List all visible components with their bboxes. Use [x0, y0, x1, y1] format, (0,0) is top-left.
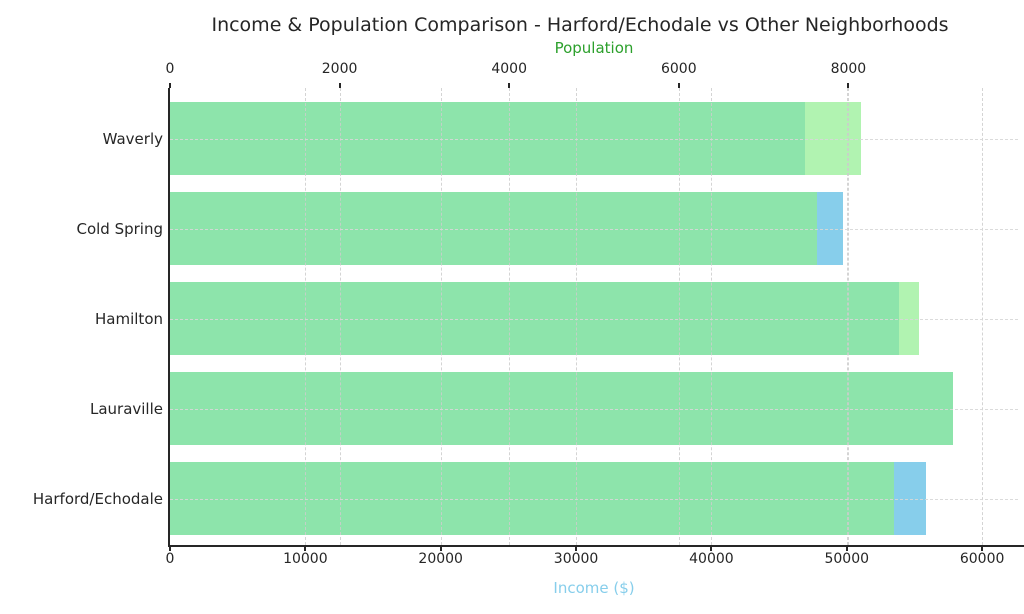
gridline-horizontal: [170, 318, 1018, 320]
top-tick-mark: [847, 83, 850, 88]
bottom-tick-mark: [710, 546, 713, 551]
gridline-vertical: [509, 88, 511, 545]
top-tick-label: 6000: [660, 61, 697, 77]
bottom-tick-mark: [169, 546, 171, 551]
gridline-vertical: [678, 88, 680, 545]
gridline-vertical: [846, 88, 848, 545]
gridline-vertical: [339, 88, 341, 545]
bottom-axis-label-income: Income ($): [553, 579, 635, 597]
top-tick-mark: [677, 83, 680, 88]
bottom-tick-label: 30000: [553, 551, 599, 567]
category-label: Waverly: [102, 129, 163, 148]
top-tick-label: 0: [165, 61, 175, 77]
bottom-tick-mark: [845, 546, 848, 551]
bottom-tick-label: 0: [165, 551, 175, 567]
left-spine: [168, 88, 170, 547]
gridline-vertical: [982, 88, 984, 545]
plot-area: [170, 88, 1018, 545]
gridline-vertical: [576, 88, 578, 545]
bottom-tick-mark: [575, 546, 578, 551]
bottom-tick-label: 50000: [824, 551, 870, 567]
gridline-horizontal: [170, 498, 1018, 500]
top-tick-label: 8000: [830, 61, 867, 77]
category-label: Harford/Echodale: [32, 489, 163, 508]
top-axis-label-population: Population: [554, 39, 634, 57]
bottom-tick-label: 20000: [418, 551, 463, 567]
gridline-vertical: [848, 88, 850, 545]
bottom-tick-mark: [304, 546, 307, 551]
category-label: Hamilton: [95, 309, 163, 328]
bottom-tick-label: 10000: [283, 551, 328, 567]
gridline-horizontal: [170, 408, 1018, 410]
top-tick-mark: [508, 83, 511, 88]
bottom-tick-label: 60000: [959, 551, 1005, 567]
bottom-tick-mark: [439, 546, 442, 551]
top-tick-mark: [169, 83, 171, 88]
bottom-spine: [168, 545, 1024, 547]
chart-title: Income & Population Comparison - Harford…: [211, 14, 949, 36]
top-tick-label: 4000: [491, 61, 528, 77]
top-tick-label: 2000: [321, 61, 358, 77]
bottom-tick-mark: [981, 546, 984, 551]
category-label: Cold Spring: [76, 219, 163, 238]
bottom-tick-label: 40000: [689, 551, 734, 567]
gridline-vertical: [440, 88, 442, 545]
gridline-horizontal: [170, 138, 1018, 140]
gridline-vertical: [305, 88, 307, 545]
gridline-vertical: [711, 88, 713, 545]
category-label: Lauraville: [89, 399, 163, 418]
top-tick-mark: [338, 83, 341, 88]
gridline-horizontal: [170, 228, 1018, 230]
